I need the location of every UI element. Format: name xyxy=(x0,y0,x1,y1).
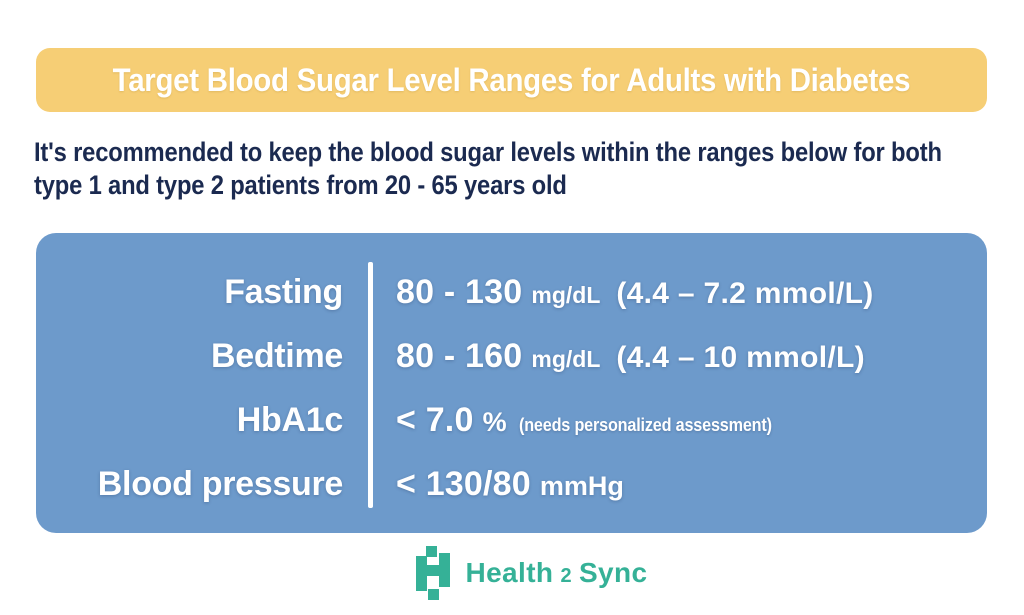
value-main: 80 - 130 xyxy=(396,272,523,311)
logo-pixel xyxy=(426,546,438,557)
table-row-blood-pressure: Blood pressure < 130/80 mmHg xyxy=(36,452,987,516)
row-label: HbA1c xyxy=(236,400,344,439)
brand-name: Health 2 Sync xyxy=(465,557,647,589)
row-label: Bedtime xyxy=(210,336,343,375)
intro-line-1: It's recommended to keep the blood sugar… xyxy=(34,137,942,167)
health2sync-logo-icon xyxy=(416,546,452,600)
brand-word-2: 2 xyxy=(560,565,572,587)
value-unit: mmHg xyxy=(539,470,624,501)
value-unit: mg/dL xyxy=(531,345,601,372)
row-label: Fasting xyxy=(224,272,343,311)
logo-pixel xyxy=(416,556,428,591)
intro-line-2: type 1 and type 2 patients from 20 - 65 … xyxy=(34,170,567,200)
value-main: < 7.0 xyxy=(396,400,474,439)
row-value: 80 - 160 mg/dL (4.4 – 10 mmol/L) xyxy=(343,337,865,376)
row-value: < 7.0% (needs personalized assessment) xyxy=(343,401,800,440)
value-main: < 130/80 xyxy=(396,464,531,503)
value-unit: mg/dL xyxy=(531,281,601,308)
row-value: 80 - 130 mg/dL (4.4 – 7.2 mmol/L) xyxy=(343,273,874,312)
table-row-bedtime: Bedtime 80 - 160 mg/dL (4.4 – 10 mmol/L) xyxy=(36,324,987,388)
value-unit: % xyxy=(482,406,507,437)
table-divider xyxy=(368,262,373,508)
row-value: < 130/80 mmHg xyxy=(343,465,624,504)
value-alt: (4.4 – 7.2 mmol/L) xyxy=(616,276,874,310)
table-row-hba1c: HbA1c < 7.0% (needs personalized assessme… xyxy=(36,388,987,452)
page-title: Target Blood Sugar Level Ranges for Adul… xyxy=(112,61,911,98)
title-banner: Target Blood Sugar Level Ranges for Adul… xyxy=(36,48,987,112)
value-main: 80 - 160 xyxy=(396,336,523,375)
value-note: (needs personalized assessment) xyxy=(518,414,772,435)
table-row-fasting: Fasting 80 - 130 mg/dL (4.4 – 7.2 mmol/L) xyxy=(36,260,987,324)
brand-word-health: Health xyxy=(465,557,554,588)
value-alt: (4.4 – 10 mmol/L) xyxy=(616,340,865,374)
logo-pixel xyxy=(439,553,451,587)
brand-footer: Health 2 Sync xyxy=(20,546,1024,600)
logo-pixel xyxy=(426,565,441,576)
brand-word-sync: Sync xyxy=(578,557,648,588)
logo-pixel xyxy=(428,589,440,600)
row-label: Blood pressure xyxy=(97,464,344,503)
intro-text: It's recommended to keep the blood sugar… xyxy=(34,136,942,202)
ranges-table: Fasting 80 - 130 mg/dL (4.4 – 7.2 mmol/L) … xyxy=(36,233,987,533)
